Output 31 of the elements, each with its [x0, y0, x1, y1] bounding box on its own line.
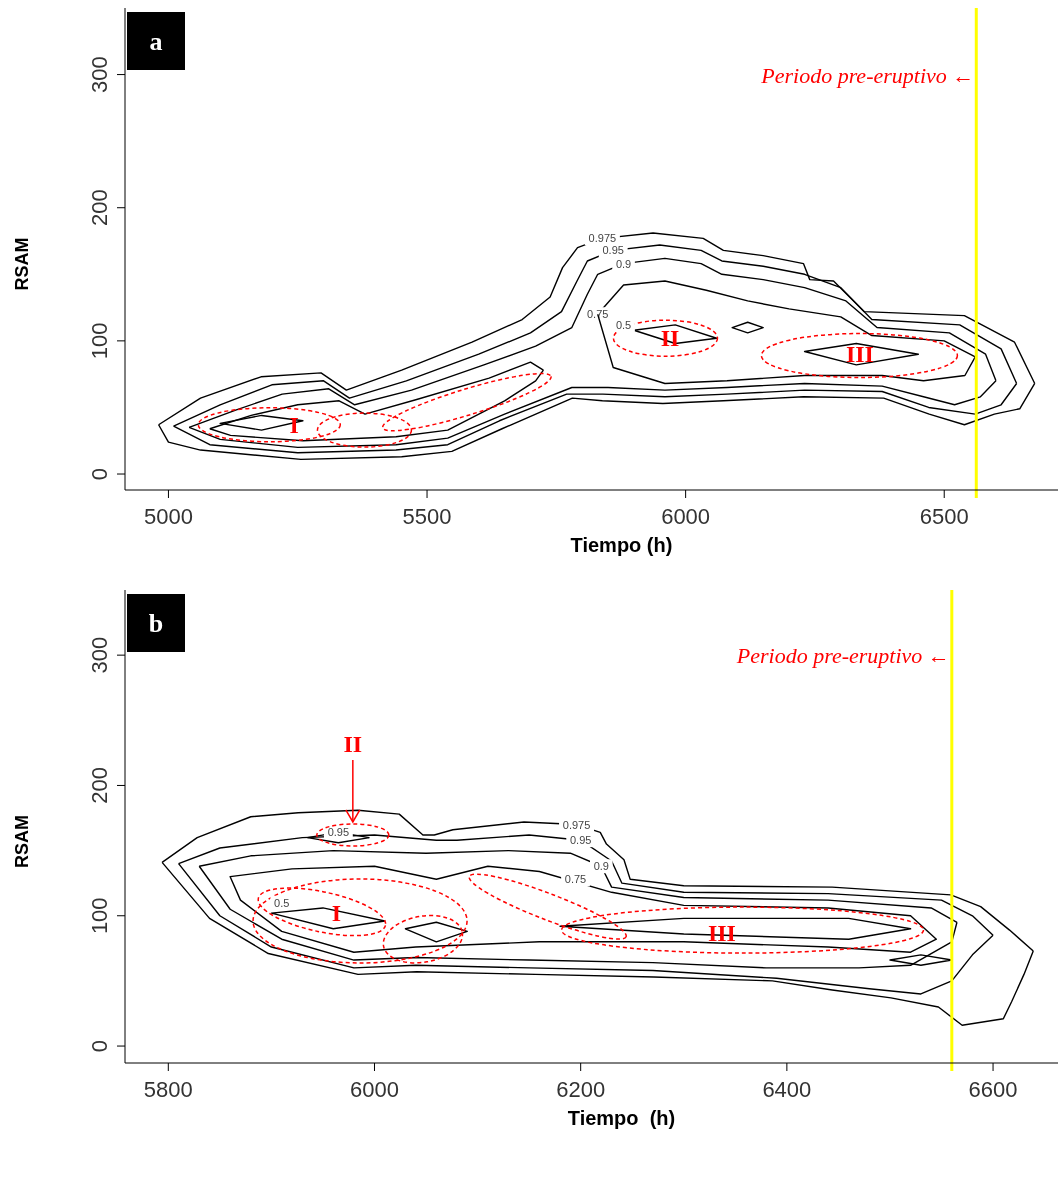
annotation: 0.5	[274, 896, 290, 909]
y-tick-label: 0	[87, 467, 112, 481]
x-tick-label: 6400	[762, 1077, 812, 1102]
y-axis-title: RSAM	[12, 237, 32, 291]
series-label: 0.75	[587, 308, 609, 321]
ref-line-label: Periodo pre-eruptivo ←	[735, 643, 950, 669]
x-axis-title: Tiempo (h)	[570, 534, 673, 556]
x-tick-label: 6200	[556, 1077, 606, 1102]
x-tick-label: 6500	[919, 504, 969, 529]
y-tick-label: 0	[87, 1039, 112, 1053]
x-tick-label: 5800	[143, 1077, 193, 1102]
annotation: 0.75	[564, 873, 587, 886]
x-axis-title: Tiempo (h)	[567, 1107, 676, 1129]
y-axis-title: RSAM	[12, 815, 32, 868]
y-tick-label: 200	[87, 767, 112, 804]
text: b	[148, 609, 164, 638]
x-tick-label: 6600	[968, 1077, 1018, 1102]
annotation: III	[845, 341, 874, 368]
y-tick-label: 100	[87, 897, 112, 935]
x-tick-label: 6000	[661, 504, 711, 529]
y-tick-label: 200	[87, 189, 112, 227]
y-tick-label: 300	[87, 636, 112, 674]
x-tick-label: 5500	[402, 504, 452, 529]
y-tick-label: 300	[87, 56, 112, 93]
x-tick-label: 6000	[350, 1077, 399, 1102]
ref-line-label: Periodo pre-eruptivo ←	[760, 62, 975, 88]
annotation: 0.5	[615, 318, 632, 331]
text: a	[149, 27, 163, 56]
y-tick-label: 100	[87, 322, 112, 360]
x-tick-label: 5000	[143, 504, 193, 529]
annotation: II	[343, 730, 363, 757]
